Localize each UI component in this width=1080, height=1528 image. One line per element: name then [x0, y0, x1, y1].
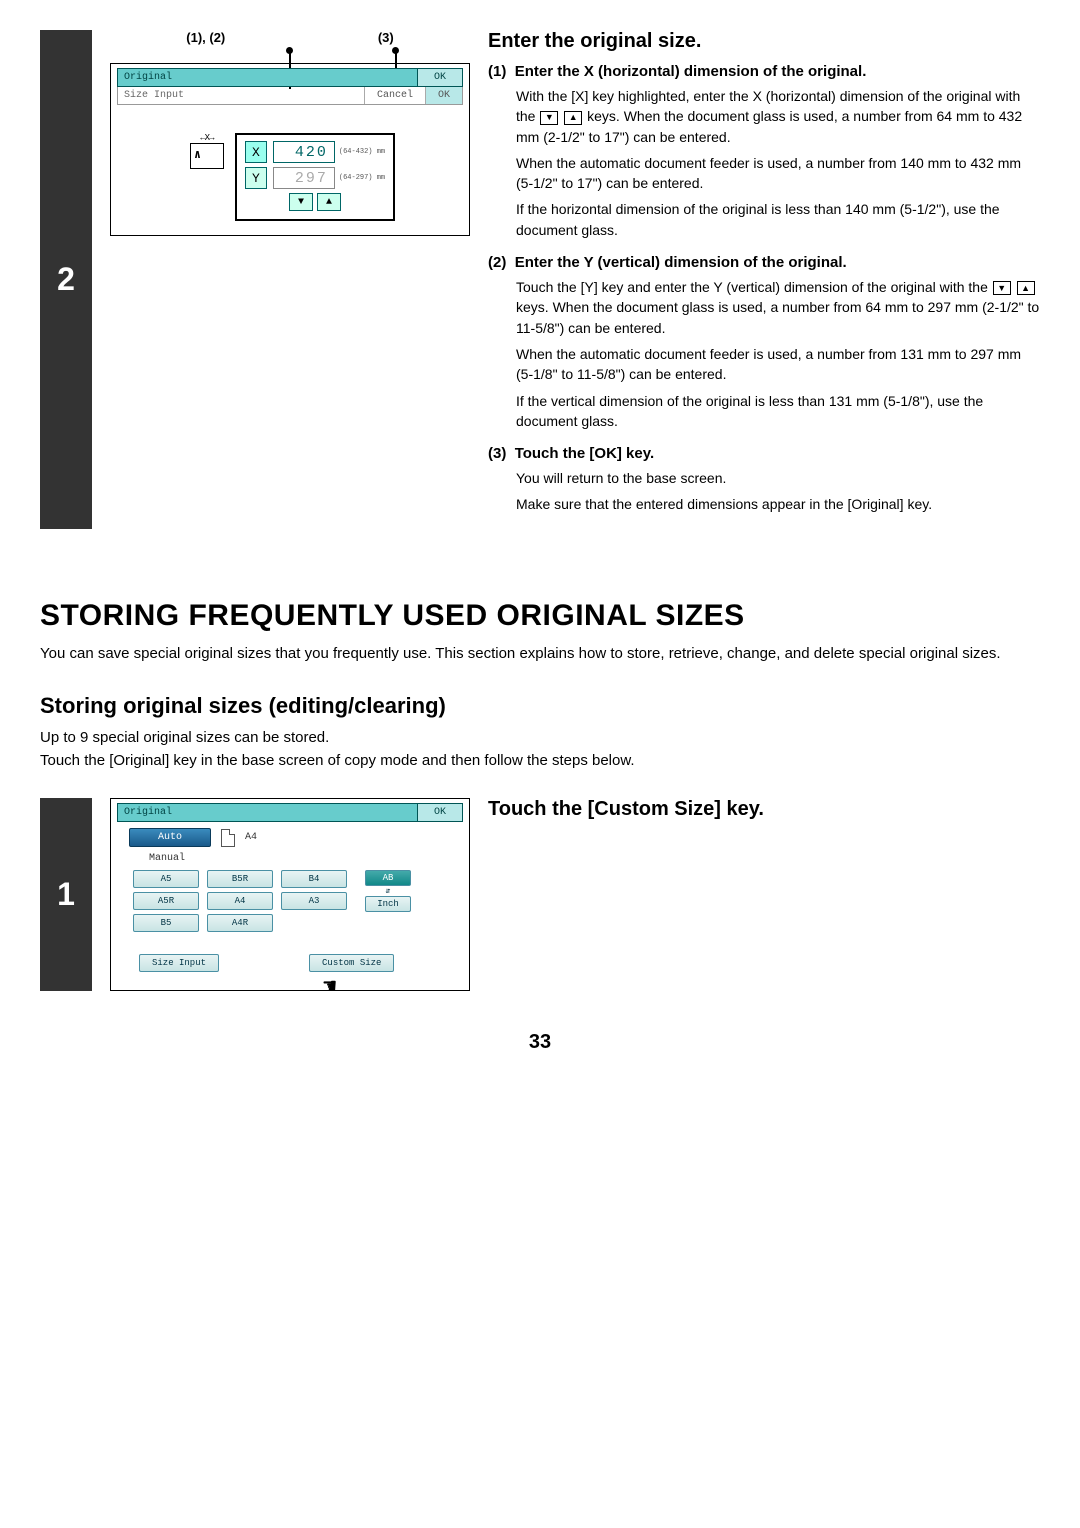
main-heading: STORING FREQUENTLY USED ORIGINAL SIZES: [40, 599, 1040, 633]
item-2-body-d: If the vertical dimension of the origina…: [516, 391, 1040, 432]
size-b4[interactable]: B4: [281, 870, 347, 888]
paragraph-2: Touch the [Original] key in the base scr…: [40, 750, 1040, 773]
callout-3: (3): [378, 30, 394, 45]
pointer-hand-icon: ☚: [323, 974, 336, 1000]
size-grid: A5 A5R B5 B5R A4 A4R B4 A3: [133, 870, 463, 932]
step-2-heading: Enter the original size.: [488, 30, 1040, 53]
step-number-1: 1: [40, 798, 92, 991]
step-1-row: 1 Original OK Auto A4 Manual A5 A5R: [40, 798, 1040, 991]
item-2-body-b: keys. When the document glass is used, a…: [516, 299, 1039, 335]
item-2-title: Enter the Y (vertical) dimension of the …: [515, 254, 847, 271]
step-2-figure: (1), (2) (3) Original OK Size Input Canc…: [110, 30, 470, 529]
step-1-heading: Touch the [Custom Size] key.: [488, 798, 1040, 821]
x-range: (64-432) mm: [339, 149, 385, 156]
y-range: (64-297) mm: [339, 175, 385, 182]
size-a5[interactable]: A5: [133, 870, 199, 888]
item-2-body-c: When the automatic document feeder is us…: [516, 344, 1040, 385]
unit-swap-icon: ⇵: [365, 886, 411, 896]
down-key-icon: ▼: [993, 281, 1011, 295]
cancel-button[interactable]: Cancel: [364, 87, 425, 104]
sub-heading: Storing original sizes (editing/clearing…: [40, 693, 1040, 719]
up-key-icon: ▲: [1017, 281, 1035, 295]
xy-input-block: X 420 (64-432) mm Y 297 (64-297) mm ▼ ▲: [235, 133, 395, 221]
x-key[interactable]: X: [245, 141, 267, 163]
spinner-up-icon[interactable]: ▲: [317, 193, 341, 211]
callout-1-2: (1), (2): [186, 30, 225, 45]
y-key[interactable]: Y: [245, 167, 267, 189]
step-1-text: Touch the [Custom Size] key.: [470, 798, 1040, 991]
panel-subtitle-size-input: Size Input: [118, 87, 364, 104]
size-a3[interactable]: A3: [281, 892, 347, 910]
item-3-body-a: You will return to the base screen.: [516, 468, 1040, 488]
detected-size-label: A4: [245, 832, 257, 843]
unit-ab[interactable]: AB: [365, 870, 411, 886]
panel-ok-sub[interactable]: OK: [425, 87, 462, 104]
size-input-button[interactable]: Size Input: [139, 954, 219, 972]
panel-title-original: Original: [118, 69, 417, 86]
dimension-graphic: ←X→: [185, 133, 229, 221]
item-1-body-b: keys. When the document glass is used, a…: [516, 108, 1022, 144]
down-key-icon: ▼: [540, 111, 558, 125]
page-number: 33: [40, 1031, 1040, 1054]
custom-size-button[interactable]: Custom Size: [309, 954, 394, 972]
step-2-row: 2 (1), (2) (3) Original OK Size Input: [40, 30, 1040, 529]
size-b5[interactable]: B5: [133, 914, 199, 932]
item-2-body-a: Touch the [Y] key and enter the Y (verti…: [516, 279, 992, 295]
panel-ok-top[interactable]: OK: [417, 69, 462, 86]
up-key-icon: ▲: [564, 111, 582, 125]
lead-paragraph: You can save special original sizes that…: [40, 643, 1040, 666]
item-3-body-b: Make sure that the entered dimensions ap…: [516, 494, 1040, 514]
auto-button[interactable]: Auto: [129, 828, 211, 847]
item-2-num: (2): [488, 254, 506, 271]
item-1-num: (1): [488, 63, 506, 80]
manual-label: Manual: [149, 853, 463, 864]
step-1-body: Original OK Auto A4 Manual A5 A5R B5: [92, 798, 1040, 991]
step-2-text: Enter the original size. (1) Enter the X…: [470, 30, 1040, 529]
y-value[interactable]: 297: [273, 167, 335, 189]
document-icon: [221, 829, 235, 847]
item-1-body-d: If the horizontal dimension of the origi…: [516, 199, 1040, 240]
size-a4r[interactable]: A4R: [207, 914, 273, 932]
panel2-ok[interactable]: OK: [417, 804, 462, 821]
original-menu-panel: Original OK Auto A4 Manual A5 A5R B5: [110, 798, 470, 991]
size-a4[interactable]: A4: [207, 892, 273, 910]
item-3-title: Touch the [OK] key.: [515, 445, 654, 462]
size-input-panel: Original OK Size Input Cancel OK ←X→ X: [110, 63, 470, 236]
panel2-title: Original: [118, 804, 417, 821]
x-value[interactable]: 420: [273, 141, 335, 163]
item-1-body-c: When the automatic document feeder is us…: [516, 153, 1040, 194]
spinner-down-icon[interactable]: ▼: [289, 193, 313, 211]
item-3-num: (3): [488, 445, 506, 462]
item-1-title: Enter the X (horizontal) dimension of th…: [515, 63, 867, 80]
step-2-body: (1), (2) (3) Original OK Size Input Canc…: [92, 30, 1040, 529]
size-b5r[interactable]: B5R: [207, 870, 273, 888]
step-number-2: 2: [40, 30, 92, 529]
size-a5r[interactable]: A5R: [133, 892, 199, 910]
paragraph-1: Up to 9 special original sizes can be st…: [40, 727, 1040, 750]
unit-inch[interactable]: Inch: [365, 896, 411, 912]
step-1-figure: Original OK Auto A4 Manual A5 A5R B5: [110, 798, 470, 991]
